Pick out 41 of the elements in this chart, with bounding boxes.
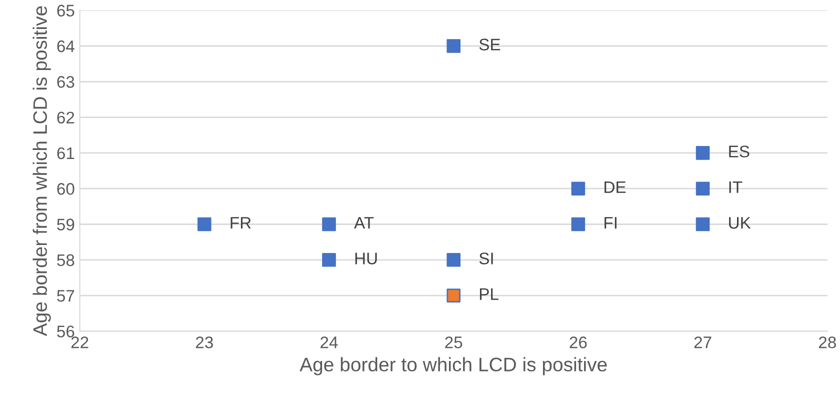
annotation: PL	[480, 288, 498, 300]
y-tick-label: 65	[57, 4, 74, 17]
y-axis-title: Age border from which LCD is positive	[32, 6, 51, 336]
point	[446, 288, 461, 302]
annotation: IT	[729, 181, 742, 193]
annotation: FI	[604, 217, 616, 229]
point	[571, 217, 586, 232]
annotation: AT	[354, 217, 374, 229]
annotation: FR	[230, 217, 251, 229]
annotation: SI	[479, 252, 493, 264]
x-tick-label: 26	[570, 336, 587, 348]
annotation: ES	[729, 146, 750, 158]
y-tick-label: 56	[57, 326, 74, 338]
y-tick-label: 61	[57, 147, 74, 160]
x-axis-title: Age border to which LCD is positive	[300, 357, 607, 376]
point	[322, 252, 336, 267]
annotation: DE	[604, 181, 626, 193]
point	[696, 146, 710, 160]
x-tick-label: 24	[320, 336, 338, 348]
x-tick-label: 27	[694, 336, 712, 348]
y-tick-label: 64	[57, 40, 74, 52]
annotation: SE	[479, 38, 500, 50]
y-tick-label: 57	[57, 290, 74, 302]
point	[571, 182, 586, 196]
point	[696, 217, 710, 232]
x-tick-label: 28	[818, 336, 836, 348]
y-tick-label: 59	[57, 218, 74, 230]
y-tick-label: 62	[57, 112, 74, 124]
point	[446, 39, 461, 53]
annotation: UK	[729, 217, 751, 229]
annotation: HU	[355, 252, 377, 264]
x-tick-label: 23	[196, 336, 213, 348]
x-tick-label: 22	[71, 336, 88, 348]
y-tick-label: 58	[57, 254, 74, 266]
point	[197, 217, 212, 232]
x-tick-label: 25	[445, 336, 462, 348]
point	[696, 182, 710, 196]
y-tick-label: 60	[57, 183, 74, 195]
point	[446, 252, 461, 267]
point	[322, 217, 336, 232]
y-tick-label: 63	[57, 76, 74, 88]
